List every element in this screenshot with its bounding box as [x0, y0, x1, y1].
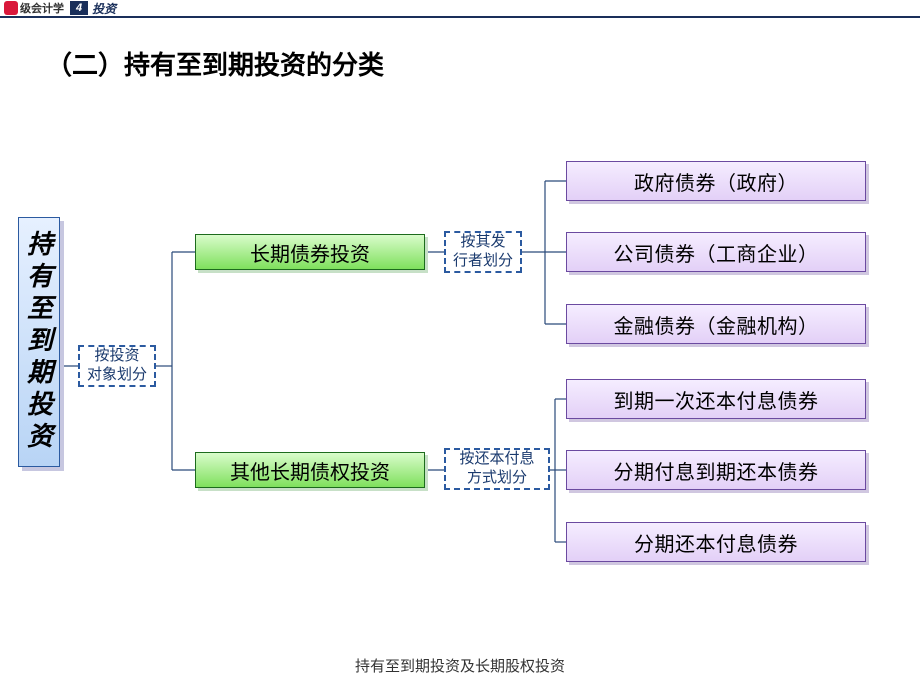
- leaf-node-2: 金融债券（金融机构）: [566, 304, 866, 344]
- root-node: 持有至到期投资: [18, 217, 60, 467]
- criteria-node-1: 按其发 行者划分: [444, 231, 522, 273]
- criteria-node-2: 按还本付息 方式划分: [444, 448, 550, 490]
- mid-node-1: 其他长期债权投资: [195, 452, 425, 488]
- footer-text: 持有至到期投资及长期股权投资: [355, 655, 565, 676]
- leaf-node-3: 到期一次还本付息债券: [566, 379, 866, 419]
- criteria-node-0: 按投资 对象划分: [78, 345, 156, 387]
- mid-node-0: 长期债券投资: [195, 234, 425, 270]
- leaf-node-0: 政府债券（政府）: [566, 161, 866, 201]
- classification-diagram: 持有至到期投资按投资 对象划分 按其发 行者划分按还本付息 方式划分 长期债券投资其…: [0, 0, 920, 690]
- leaf-node-5: 分期还本付息债券: [566, 522, 866, 562]
- leaf-node-1: 公司债券（工商企业）: [566, 232, 866, 272]
- leaf-node-4: 分期付息到期还本债券: [566, 450, 866, 490]
